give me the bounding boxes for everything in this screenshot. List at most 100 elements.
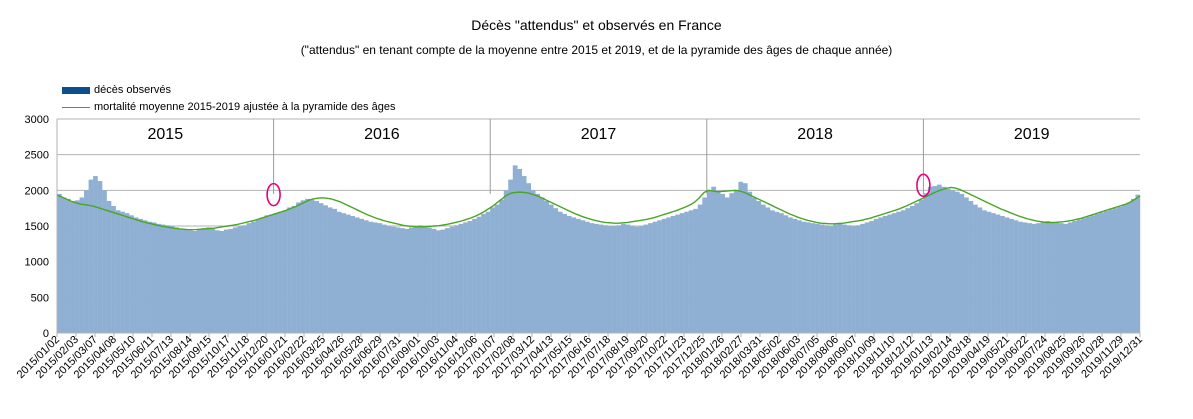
year-label: 2018 [797, 126, 833, 143]
observed-bar [440, 229, 446, 333]
observed-bar [882, 216, 888, 333]
observed-bar [580, 220, 586, 333]
observed-bar [1022, 222, 1028, 333]
observed-bar [1000, 216, 1005, 333]
observed-bar [797, 220, 802, 333]
observed-bar [395, 227, 401, 333]
observed-bar [959, 193, 965, 333]
observed-bar [282, 210, 288, 333]
observed-bar [372, 222, 378, 333]
observed-bar [973, 204, 978, 333]
observed-bar [418, 225, 423, 333]
observed-bar [192, 230, 198, 333]
observed-bar [472, 218, 477, 333]
y-tick-label: 2500 [25, 150, 49, 162]
observed-bar [377, 223, 383, 333]
observed-bar [548, 204, 554, 333]
observed-bar [1027, 223, 1032, 333]
observed-bar [309, 199, 315, 333]
y-tick-label: 3000 [25, 114, 49, 126]
observed-bar [932, 186, 938, 333]
observed-bar [905, 208, 911, 333]
y-tick-label: 1500 [25, 221, 49, 233]
observed-bar [927, 186, 933, 333]
observed-bar [422, 226, 428, 333]
observed-bar [1058, 223, 1064, 333]
observed-bar [156, 223, 161, 333]
observed-bar [923, 193, 929, 333]
observed-bar [715, 191, 721, 333]
observed-bar [115, 210, 121, 333]
observed-bar [463, 222, 468, 333]
observed-bar [625, 224, 631, 333]
observed-bar [693, 208, 698, 333]
observed-bar [824, 225, 829, 333]
legend-swatch-bar [62, 86, 90, 94]
observed-bar [61, 197, 67, 333]
observed-bar [1018, 221, 1023, 333]
observed-bar [584, 221, 590, 333]
observed-bar [512, 165, 518, 333]
observed-bar [751, 197, 757, 333]
observed-bar [639, 226, 644, 333]
legend-item-observed: décès observés [62, 83, 395, 97]
observed-bar [187, 230, 193, 333]
observed-bar [1121, 204, 1127, 333]
observed-bar [1067, 222, 1073, 333]
observed-bar [783, 215, 789, 333]
observed-bar [269, 214, 274, 333]
observed-bar [1112, 208, 1118, 333]
observed-bar [607, 226, 613, 333]
observed-bar [544, 201, 550, 333]
observed-bar [228, 228, 234, 333]
observed-bar [106, 201, 112, 333]
observed-bar [788, 217, 793, 333]
observed-bar [1036, 223, 1041, 333]
observed-bar [612, 226, 617, 333]
observed-bar [246, 223, 252, 333]
observed-bar [300, 200, 306, 333]
observed-bar [891, 213, 897, 333]
observed-bar [1117, 206, 1123, 333]
observed-bar [918, 199, 924, 333]
observed-bar [774, 211, 780, 333]
observed-bar [124, 213, 130, 333]
observed-bar [900, 210, 906, 333]
observed-bar [936, 184, 942, 333]
year-labels: 2015 2016 2017 2018 2019 [148, 126, 1050, 143]
year-separators [273, 119, 924, 194]
observed-bar [485, 211, 491, 333]
observed-bar [436, 230, 441, 333]
observed-bar [530, 190, 536, 333]
expected-line [56, 186, 1141, 231]
observed-bar [982, 210, 987, 333]
observed-bar [553, 208, 559, 333]
observed-bar [675, 214, 680, 333]
observed-bar [1103, 211, 1109, 333]
observed-bar [273, 213, 279, 333]
observed-bar [661, 218, 667, 333]
observed-bar [183, 229, 189, 333]
observed-bar [201, 228, 207, 333]
observed-bar [431, 228, 437, 333]
observed-bar [589, 223, 595, 333]
observed-bar [111, 206, 116, 333]
observed-bar [350, 216, 356, 333]
observed-bar [499, 199, 504, 333]
observed-bar [575, 218, 581, 333]
observed-bar [729, 193, 735, 333]
observed-bar [842, 224, 847, 333]
observed-bar [846, 225, 852, 333]
observed-bar [278, 211, 283, 333]
observed-bar [494, 204, 500, 333]
observed-bar [1094, 213, 1100, 333]
observed-bar [630, 226, 635, 333]
observed-bar [1009, 218, 1014, 333]
observed-bar [670, 216, 676, 333]
observed-bar [950, 190, 956, 333]
observed-bar [323, 205, 328, 333]
y-tick-label: 2000 [25, 185, 49, 197]
observed-bar [765, 207, 771, 333]
observed-bar [390, 226, 396, 333]
